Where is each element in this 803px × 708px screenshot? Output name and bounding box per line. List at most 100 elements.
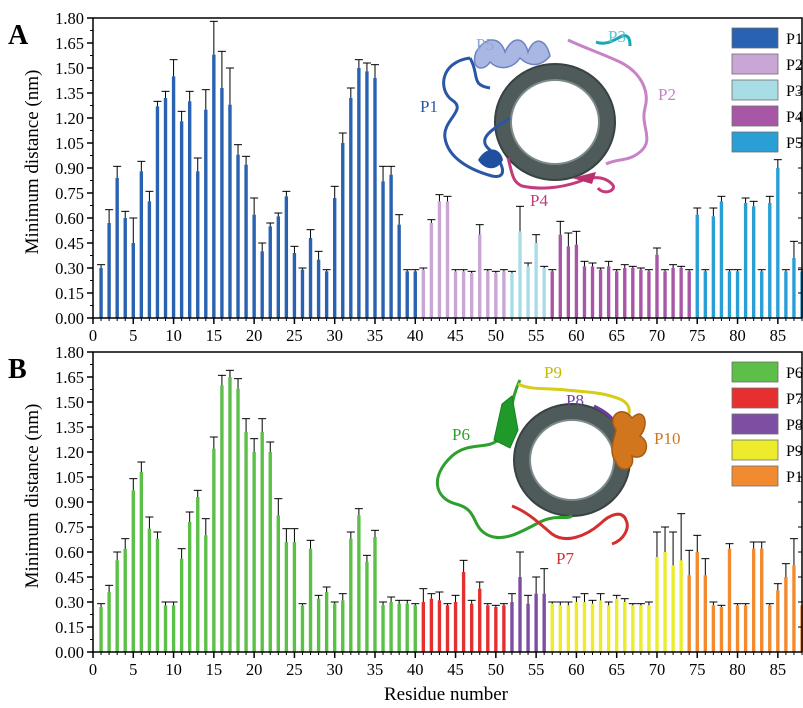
panel-a-label: A	[8, 20, 29, 51]
bar-p9-68	[639, 605, 643, 652]
bar-p1-23	[276, 216, 280, 318]
panel-a-legend: P1 P2 P3 P4 P5	[731, 27, 803, 153]
bar-p1-2	[107, 223, 111, 318]
bar-p2-50	[494, 273, 498, 318]
y-tick-label: 1.05	[55, 468, 84, 487]
peptide-p4-coil	[506, 157, 615, 194]
bar-p5-79	[727, 271, 732, 318]
bar-p6-32	[349, 538, 353, 652]
bar-p10-76	[703, 575, 708, 652]
bar-p9-63	[598, 600, 603, 652]
legend-swatch-p8	[731, 413, 779, 435]
panel-b-inset-structure	[435, 379, 648, 546]
bar-p6-2	[107, 592, 111, 652]
bar-p1-40	[413, 271, 417, 318]
bar-p7-41	[421, 602, 426, 652]
peptide-p7-coil	[511, 504, 629, 546]
y-tick-label: 1.80	[55, 343, 84, 362]
legend-label-p1: P1	[786, 31, 803, 48]
bar-p6-19	[244, 432, 248, 652]
bar-p10-77	[711, 605, 716, 652]
bar-p6-29	[324, 592, 329, 652]
bar-p6-37	[389, 602, 393, 652]
bar-p1-3	[115, 178, 119, 318]
bar-p4-65	[615, 271, 619, 318]
bar-p6-28	[316, 598, 321, 652]
bar-p6-25	[292, 542, 297, 652]
bar-p1-7	[147, 201, 152, 318]
bar-p3-55	[534, 243, 538, 318]
bar-p2-45	[453, 271, 458, 318]
bar-p6-20	[252, 452, 256, 652]
bar-p10-82	[751, 548, 756, 652]
bar-p1-30	[333, 198, 337, 318]
bar-p7-44	[445, 605, 450, 652]
x-tick-label: 65	[608, 326, 625, 345]
y-tick-label: 0.60	[55, 543, 84, 562]
peptide-p4-arrow	[572, 172, 596, 184]
legend-label-p8: P8	[786, 417, 803, 434]
bar-p2-46	[461, 271, 466, 318]
bar-p5-78	[719, 201, 724, 318]
y-tick-label: 1.65	[55, 368, 84, 387]
y-axis-label-a: Minimum distance (nm)	[22, 70, 43, 255]
x-tick-label: 70	[649, 660, 666, 679]
bar-p10-87	[792, 565, 796, 652]
x-axis-label: Residue number	[384, 684, 509, 705]
inset-label-p6: P6	[452, 425, 470, 444]
bar-p7-48	[478, 588, 482, 652]
legend-label-p9: P9	[786, 443, 803, 460]
bar-p1-39	[405, 271, 409, 318]
bar-p6-33	[357, 515, 361, 652]
legend-swatch-p2	[731, 53, 779, 75]
x-tick-label: 50	[488, 326, 505, 345]
bar-p1-4	[123, 218, 127, 318]
x-tick-label: 65	[608, 660, 625, 679]
bar-p3-53	[518, 231, 522, 318]
legend-label-p5: P5	[786, 135, 803, 152]
bar-p1-8	[155, 106, 160, 318]
bar-p1-10	[171, 76, 176, 318]
bar-p1-38	[397, 224, 401, 318]
bar-p9-66	[623, 602, 627, 652]
bar-p1-16	[220, 88, 224, 318]
inset-label-p5: P5	[476, 35, 494, 54]
bar-p5-82	[751, 206, 756, 318]
x-tick-label: 60	[568, 326, 585, 345]
peptide-p3-coil	[595, 34, 632, 47]
y-tick-label: 0.75	[55, 184, 84, 203]
bar-p5-80	[735, 271, 740, 318]
bar-p1-32	[349, 98, 353, 318]
bar-p6-39	[405, 603, 409, 652]
y-tick-label: 0.45	[55, 234, 84, 253]
y-tick-label: 0.60	[55, 209, 84, 228]
bar-p1-13	[196, 171, 200, 318]
bar-p4-63	[598, 269, 603, 318]
bar-p9-70	[655, 557, 659, 652]
x-tick-label: 5	[129, 326, 137, 345]
legend-label-p4: P4	[786, 109, 803, 126]
bar-p5-76	[703, 271, 708, 318]
bar-p4-68	[639, 269, 643, 318]
y-tick-label: 0.75	[55, 518, 84, 537]
bar-p4-73	[679, 268, 683, 318]
bar-p1-26	[300, 269, 305, 318]
nanotube-ring-inner	[510, 79, 600, 165]
bar-p8-53	[518, 577, 522, 652]
bar-p7-49	[486, 605, 490, 652]
bar-p4-58	[558, 234, 562, 318]
bar-p10-83	[760, 548, 764, 652]
x-tick-label: 30	[326, 660, 343, 679]
legend-swatch-p1	[731, 27, 779, 49]
inset-label-p10: P10	[654, 429, 680, 448]
bar-p9-64	[606, 605, 611, 652]
bar-p1-9	[163, 98, 168, 318]
bar-p6-31	[341, 600, 345, 652]
bar-p4-66	[623, 268, 627, 318]
bar-p1-11	[179, 121, 184, 318]
bar-p1-22	[268, 226, 272, 318]
x-tick-label: 20	[246, 660, 263, 679]
legend-label-p3: P3	[786, 83, 803, 100]
x-tick-label: 80	[729, 326, 746, 345]
bar-p9-57	[550, 603, 554, 652]
